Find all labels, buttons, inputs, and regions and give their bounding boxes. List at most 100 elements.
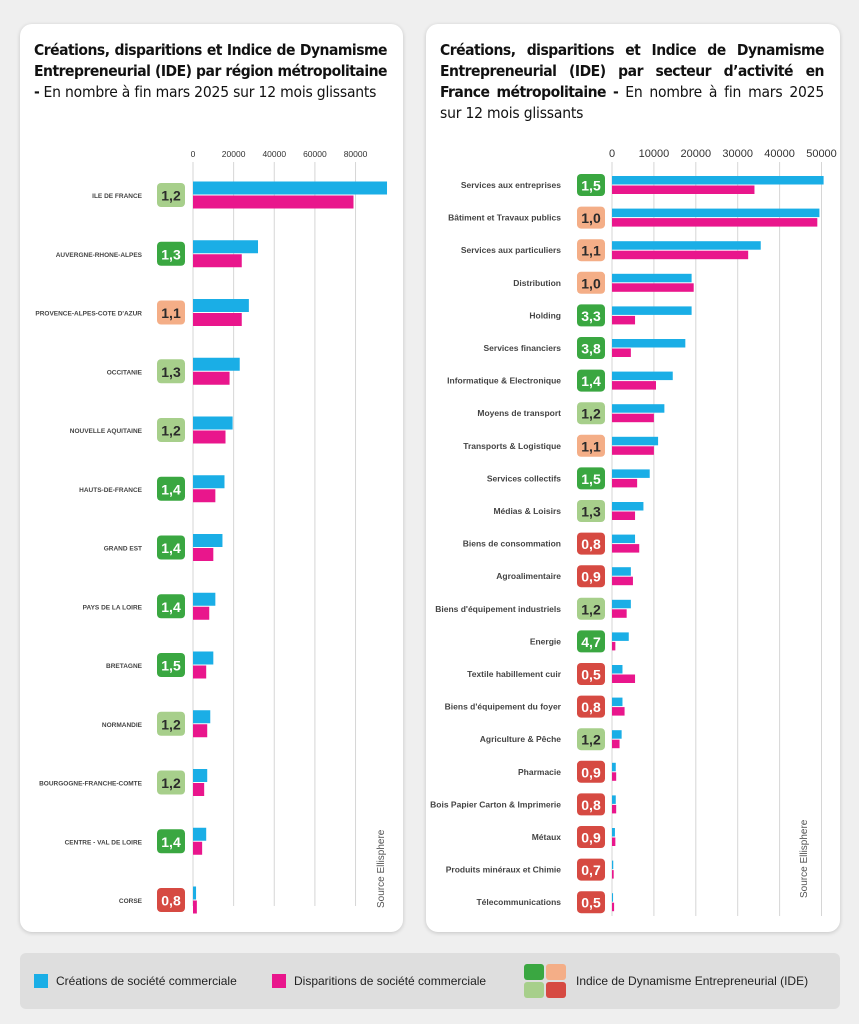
ide-value: 0,5 <box>581 667 601 683</box>
ide-badge <box>577 695 605 718</box>
bar-disparitions <box>193 606 210 620</box>
ide-value: 0,7 <box>581 862 601 878</box>
bar-disparitions <box>612 250 749 260</box>
category-label: Distribution <box>513 278 561 288</box>
category-label: Holding <box>529 310 561 320</box>
ide-swatch-red <box>546 982 566 998</box>
ide-value: 1,5 <box>161 658 181 674</box>
legend-ide-swatches <box>524 964 566 998</box>
category-label: PAYS DE LA LOIRE <box>83 604 143 611</box>
category-label: Produits minéraux et Chimie <box>446 865 562 875</box>
bar-creations <box>612 860 614 870</box>
ide-badge <box>157 653 185 677</box>
ide-value: 1,0 <box>581 210 601 226</box>
category-label: Métaux <box>532 832 562 842</box>
ide-badge <box>577 891 605 914</box>
ide-value: 1,2 <box>161 775 181 791</box>
bar-creations <box>193 769 208 782</box>
sectors-chart-title: Créations, disparitions et Indice de Dyn… <box>440 40 825 124</box>
legend-label-disparitions: Disparitions de société commerciale <box>294 974 487 988</box>
ide-value: 1,5 <box>581 178 601 194</box>
bar-disparitions <box>612 348 631 357</box>
ide-value: 1,2 <box>161 423 181 439</box>
ide-value: 1,4 <box>161 834 181 850</box>
bar-creations <box>612 306 692 315</box>
bar-creations <box>612 469 650 478</box>
regions-title-normal: En nombre à fin mars 2025 sur 12 mois gl… <box>39 83 377 101</box>
bar-creations <box>612 632 629 641</box>
bar-disparitions <box>612 641 616 651</box>
bar-creations <box>612 339 686 348</box>
ide-badge <box>577 239 605 262</box>
bar-creations <box>612 241 761 250</box>
ide-value: 1,4 <box>161 599 181 615</box>
category-label: Services collectifs <box>487 473 561 483</box>
bar-disparitions <box>612 739 620 749</box>
category-label: Informatique & Electronique <box>447 376 561 386</box>
category-label: Services aux entreprises <box>461 180 561 190</box>
ide-value: 1,5 <box>581 471 601 487</box>
bar-disparitions <box>193 665 207 679</box>
ide-badge <box>577 434 605 457</box>
bar-disparitions <box>612 804 617 814</box>
regions-chart-title: Créations, disparitions et Indice de Dyn… <box>34 40 388 103</box>
bar-disparitions <box>612 772 617 781</box>
x-tick-label: 20000 <box>222 149 246 159</box>
bar-disparitions <box>193 900 197 914</box>
bar-creations <box>193 299 249 312</box>
legend-item-ide: Indice de Dynamisme Entrepreneurial (IDE… <box>524 953 808 1009</box>
ide-badge <box>577 304 605 327</box>
bar-creations <box>612 567 631 576</box>
ide-value: 1,4 <box>581 373 601 389</box>
bar-creations <box>193 827 207 841</box>
bar-creations <box>612 436 659 446</box>
category-label: Agriculture & Pêche <box>480 734 562 744</box>
bar-creations <box>193 416 233 430</box>
x-tick-label: 50000 <box>806 148 837 160</box>
ide-badge <box>577 630 605 653</box>
ide-badge <box>157 476 185 501</box>
ide-swatch-dark-green <box>524 964 544 980</box>
ide-badge <box>577 826 605 848</box>
ide-value: 3,8 <box>581 341 601 357</box>
bar-creations <box>193 886 197 900</box>
ide-value: 0,5 <box>581 895 601 911</box>
ide-badge <box>157 359 185 384</box>
x-tick-label: 10000 <box>639 148 670 160</box>
bar-creations <box>193 357 240 371</box>
ide-badge <box>577 337 605 359</box>
bar-creations <box>193 592 216 606</box>
bar-creations <box>612 371 673 381</box>
bar-creations <box>612 762 616 772</box>
ide-badge <box>157 770 185 795</box>
bar-creations <box>612 599 631 609</box>
category-label: Energie <box>530 636 561 646</box>
ide-swatch-light-green <box>524 982 544 998</box>
ide-badge <box>577 467 605 490</box>
ide-badge <box>577 271 605 294</box>
ide-value: 0,8 <box>581 536 601 552</box>
ide-value: 1,2 <box>161 188 181 204</box>
category-label: Moyens de transport <box>477 408 561 418</box>
ide-value: 0,8 <box>581 699 601 715</box>
bar-disparitions <box>193 548 214 561</box>
category-label: CORSE <box>119 898 143 905</box>
bar-creations <box>612 795 616 804</box>
regions-bar-chart: 0 20000 40000 60000 80000 ILE DE FRANCE 1,2 AUV… <box>35 149 388 914</box>
ide-badge <box>577 174 605 196</box>
ide-value: 4,7 <box>581 634 601 650</box>
bar-disparitions <box>612 609 627 618</box>
bar-creations <box>612 828 615 837</box>
category-label: OCCITANIE <box>107 369 143 376</box>
regions-title-bold: Créations, disparitions et Indice de Dyn… <box>34 41 388 101</box>
bar-disparitions <box>193 254 242 268</box>
ide-badge <box>577 500 605 522</box>
category-label: NOUVELLE AQUITAINE <box>70 428 143 435</box>
bar-disparitions <box>612 283 694 292</box>
x-tick-label: 0 <box>609 148 615 160</box>
ide-badge <box>157 594 185 619</box>
ide-value: 1,3 <box>581 504 601 520</box>
category-label: Bâtiment et Travaux publics <box>448 213 561 223</box>
bar-creations <box>612 208 820 218</box>
ide-value: 1,1 <box>581 438 601 454</box>
